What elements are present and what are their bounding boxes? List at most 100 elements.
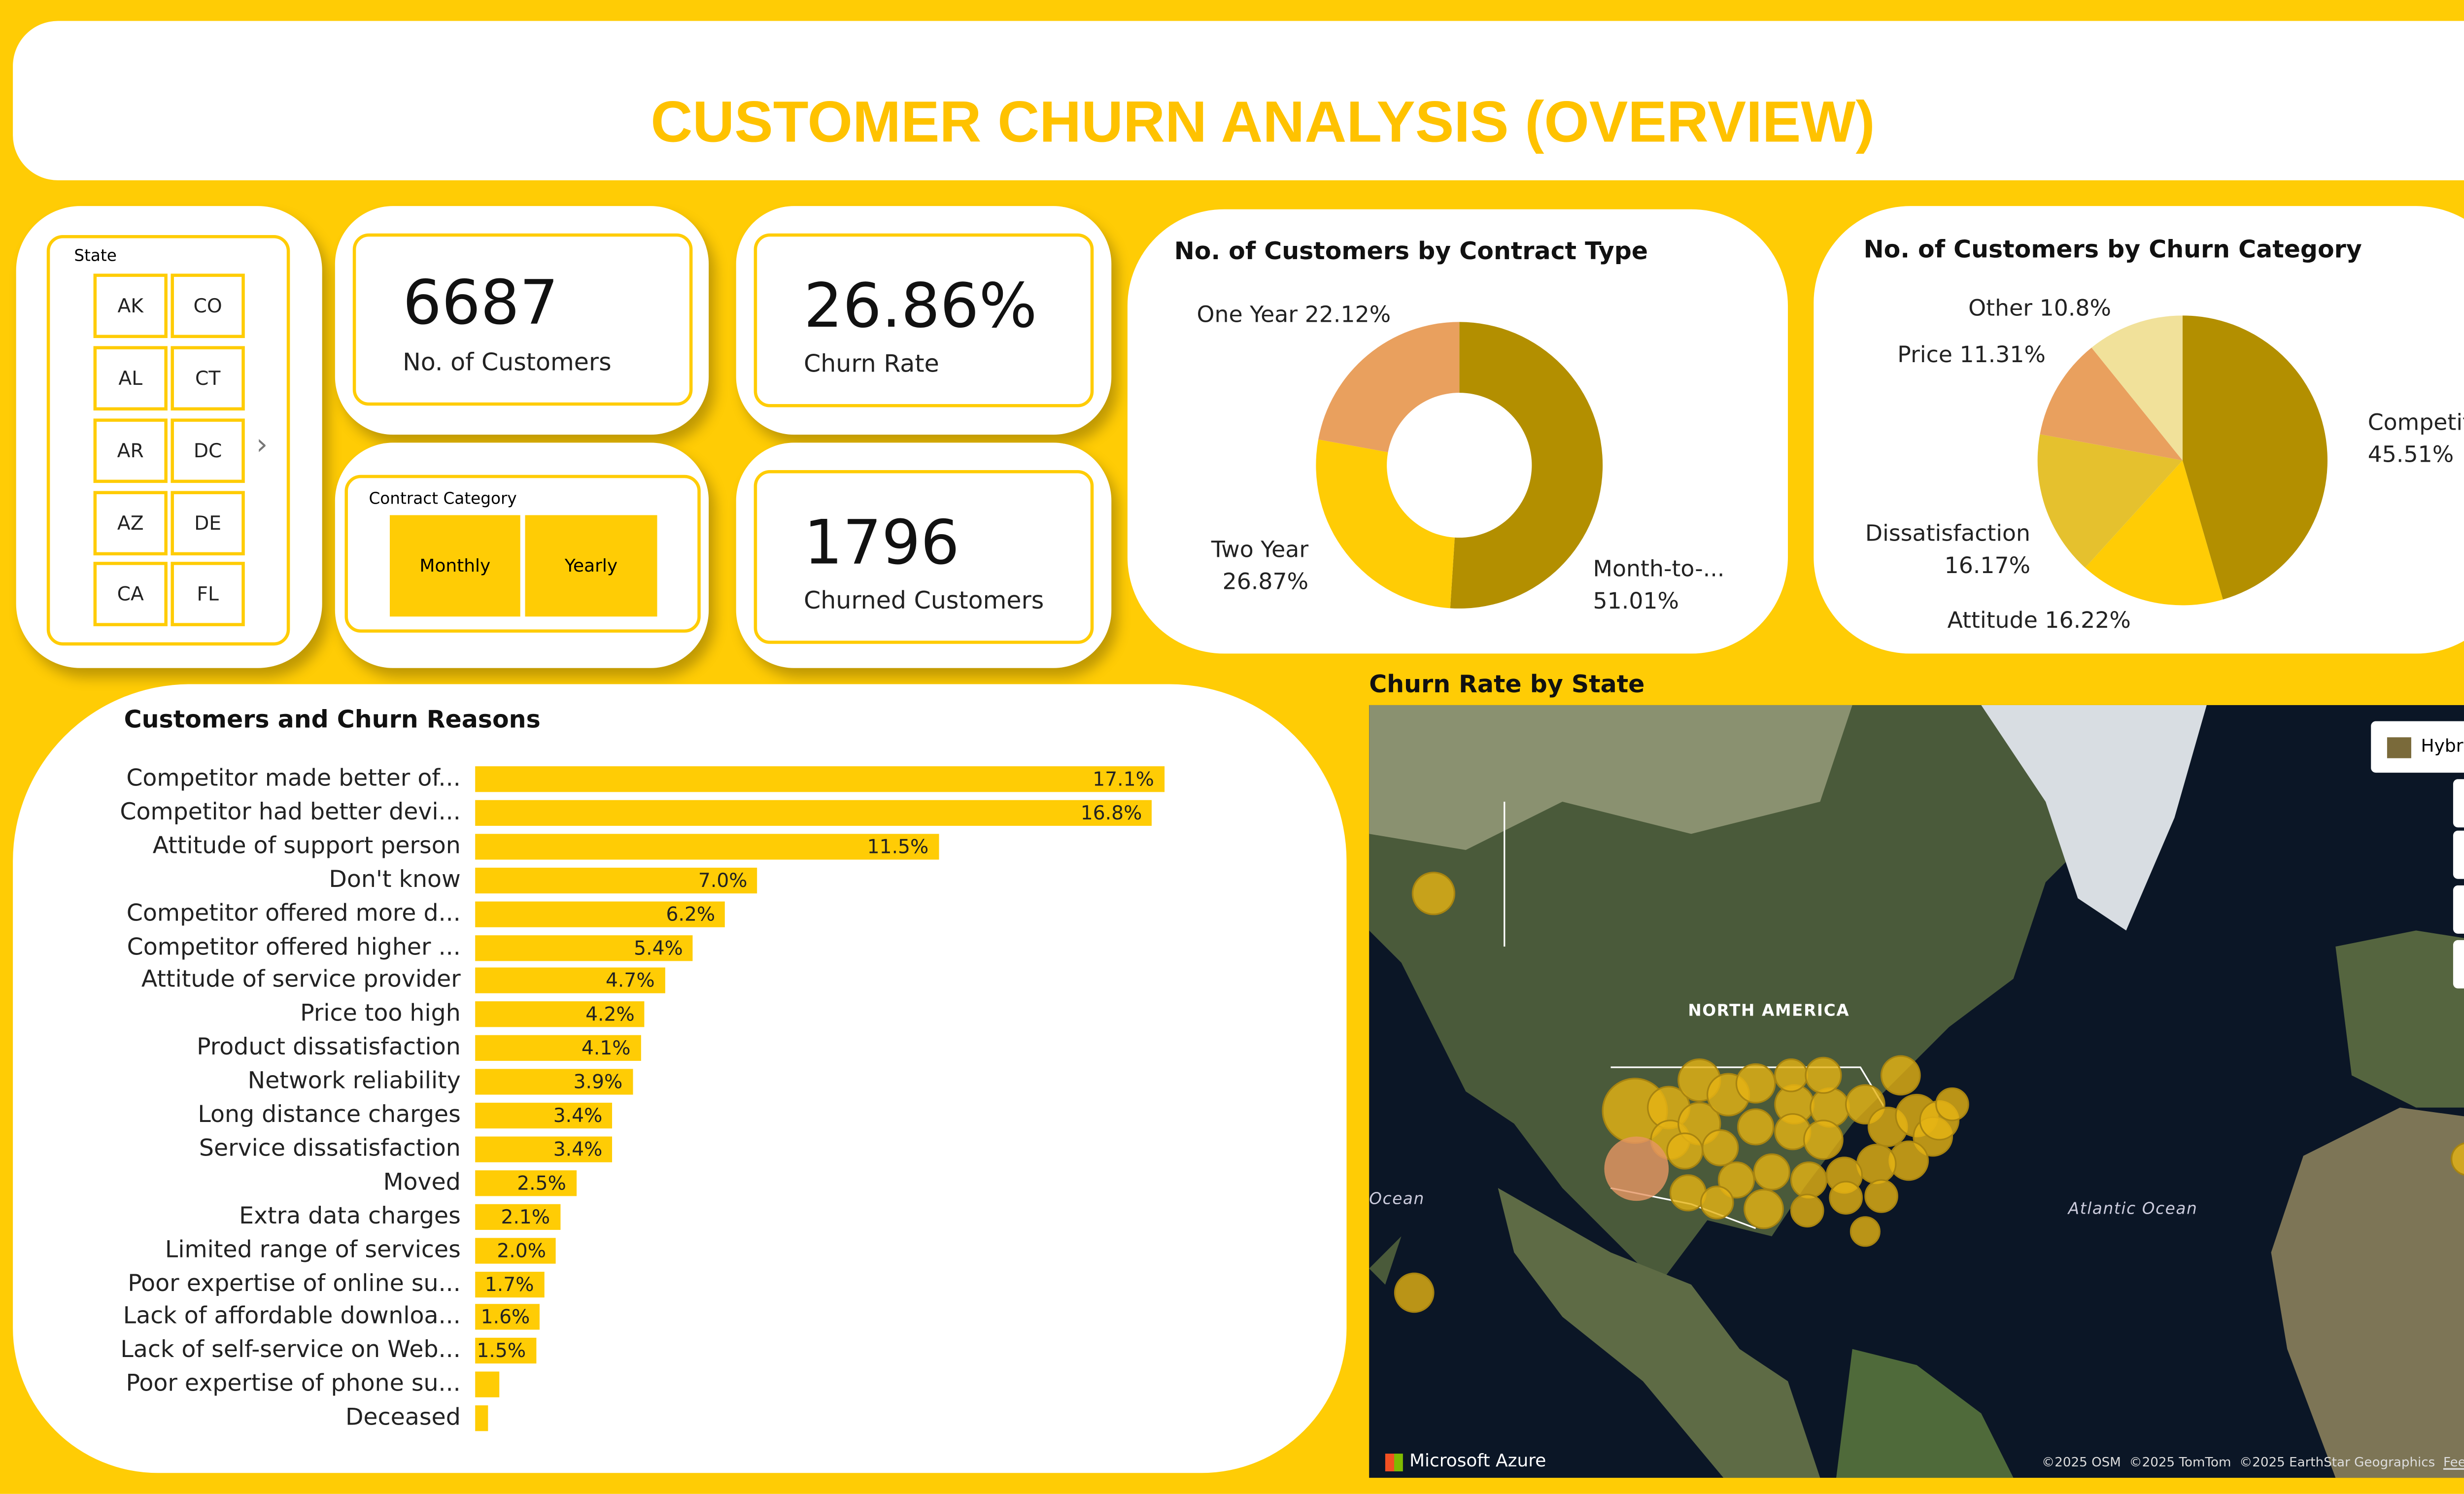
bar[interactable]	[475, 968, 665, 994]
bar-category-label: Product dissatisfaction	[197, 1035, 461, 1061]
bar[interactable]	[475, 1035, 641, 1061]
state-option-co[interactable]: CO	[171, 273, 245, 339]
slice-label-attitude: Attitude 16.22%	[1947, 608, 2131, 635]
kpi-customers-value: 6687	[403, 267, 559, 339]
state-bubble[interactable]	[2451, 1142, 2464, 1176]
state-bubble[interactable]	[1935, 1087, 1969, 1121]
state-bubble[interactable]	[1805, 1056, 1842, 1094]
contract-type-chart: No. of Customers by Contract Type One Ye…	[1127, 209, 1788, 654]
bar-value-label: 1.5%	[477, 1340, 526, 1362]
state-bubble[interactable]	[1604, 1136, 1669, 1201]
microsoft-logo-icon	[1385, 1453, 1403, 1471]
state-option-al[interactable]: AL	[93, 346, 168, 411]
bar[interactable]	[475, 1002, 645, 1028]
state-option-ak[interactable]: AK	[93, 273, 168, 339]
bar[interactable]	[475, 1405, 487, 1431]
bar-value-label: 4.2%	[585, 1003, 635, 1026]
bar-value-label: 7.0%	[698, 869, 748, 891]
bar[interactable]	[475, 1136, 613, 1162]
map-attribution: ©2025 OSM ©2025 TomTom ©2025 EarthStar G…	[2042, 1455, 2464, 1469]
state-option-az[interactable]: AZ	[93, 491, 168, 556]
state-option-dc[interactable]: DC	[171, 418, 245, 483]
slice-one-year[interactable]	[1318, 322, 1460, 452]
bar-category-label: Competitor offered higher ...	[127, 934, 461, 960]
state-bubble[interactable]	[1774, 1058, 1808, 1092]
state-bubble[interactable]	[1735, 1063, 1776, 1104]
state-bubble[interactable]	[1849, 1216, 1881, 1247]
map-style-button[interactable]: Hybrid	[2371, 721, 2464, 773]
bar-category-label: Long distance charges	[198, 1102, 461, 1129]
zoom-in-button[interactable]: +	[2453, 779, 2464, 828]
bar[interactable]	[475, 1203, 560, 1229]
state-bubble[interactable]	[1856, 1144, 1897, 1184]
bar[interactable]	[475, 867, 757, 893]
kpi-customers-card: 6687 No. of Customers	[335, 206, 709, 435]
state-bubble[interactable]	[1753, 1153, 1790, 1190]
state-bubble[interactable]	[1744, 1188, 1784, 1229]
slice-attitude[interactable]	[2085, 460, 2223, 606]
chevron-right-icon[interactable]: ›	[256, 428, 268, 462]
state-option-de[interactable]: DE	[171, 491, 245, 556]
bar-category-label: Extra data charges	[239, 1203, 461, 1229]
bar-category-label: Limited range of services	[165, 1237, 461, 1263]
state-bubble[interactable]	[1394, 1272, 1435, 1313]
bar[interactable]	[475, 1069, 632, 1095]
state-option-ca[interactable]: CA	[93, 562, 168, 626]
state-bubble[interactable]	[1829, 1181, 1863, 1215]
slice-price[interactable]	[2040, 347, 2183, 461]
feedback-link[interactable]: Feedback	[2443, 1455, 2464, 1470]
bar[interactable]	[475, 1271, 544, 1297]
kpi-churned-value: 1796	[803, 507, 960, 578]
state-bubble[interactable]	[1803, 1120, 1844, 1160]
state-bubble[interactable]	[1666, 1132, 1704, 1170]
bar[interactable]	[475, 1102, 613, 1129]
slice-dissatisfaction[interactable]	[2037, 434, 2183, 568]
bar[interactable]	[475, 901, 725, 927]
slice-month-to-[interactable]	[1450, 322, 1603, 609]
state-bubble[interactable]	[1790, 1193, 1824, 1228]
slice-label-dissatisfaction: Dissatisfaction 16.17%	[1865, 521, 2031, 580]
zoom-out-button[interactable]: −	[2453, 830, 2464, 879]
state-option-fl[interactable]: FL	[171, 562, 245, 626]
state-bubble[interactable]	[1880, 1055, 1921, 1096]
slice-label-competitor: Competitor45.51%	[2367, 410, 2464, 469]
page-title: CUSTOMER CHURN ANALYSIS (OVERVIEW)	[13, 21, 2464, 180]
map-label-north-america: NORTH AMERICA	[1688, 1003, 1850, 1021]
state-option-ar[interactable]: AR	[93, 418, 168, 483]
bar[interactable]	[475, 766, 1164, 792]
bar[interactable]	[475, 1372, 500, 1398]
state-bubble[interactable]	[1717, 1161, 1755, 1199]
bar[interactable]	[475, 833, 938, 859]
bar-value-label: 3.4%	[553, 1138, 603, 1161]
state-slicer-label: State	[74, 248, 117, 266]
bar[interactable]	[475, 1304, 540, 1330]
bar[interactable]	[475, 934, 693, 960]
compass-icon[interactable]: ◊	[2453, 940, 2464, 988]
state-bubble[interactable]	[1411, 872, 1456, 916]
state-bubble[interactable]	[1790, 1161, 1828, 1199]
bar-category-label: Poor expertise of phone su...	[126, 1372, 461, 1398]
state-bubble[interactable]	[1864, 1179, 1898, 1213]
state-option-ct[interactable]: CT	[171, 346, 245, 411]
slice-competitor[interactable]	[2182, 315, 2327, 600]
state-bubble[interactable]	[1700, 1186, 1734, 1220]
bar-category-label: Competitor had better devi...	[120, 800, 461, 826]
chart-title: No. of Customers by Churn Category	[1863, 235, 2362, 264]
contract-option-yearly[interactable]: Yearly	[525, 515, 657, 617]
bar-category-label: Service dissatisfaction	[199, 1136, 461, 1162]
slice-other[interactable]	[2091, 315, 2183, 461]
bar[interactable]	[475, 800, 1152, 826]
contract-option-monthly[interactable]: Monthly	[389, 515, 520, 617]
bar[interactable]	[475, 1338, 536, 1364]
map[interactable]: NORTH AMERICA Atlantic Ocean Ocean EU Hy…	[1369, 705, 2464, 1478]
state-bubble[interactable]	[1702, 1129, 1739, 1166]
bar-value-label: 11.5%	[867, 835, 929, 858]
pitch-icon[interactable]: ▲	[2453, 885, 2464, 934]
map-label-atlantic: Atlantic Ocean	[2068, 1201, 2198, 1219]
bar[interactable]	[475, 1237, 556, 1263]
bar[interactable]	[475, 1170, 576, 1196]
state-bubble[interactable]	[1737, 1108, 1775, 1146]
slice-label-price: Price 11.31%	[1897, 342, 2046, 369]
slice-two-year[interactable]	[1316, 439, 1455, 609]
map-style-label: Hybrid	[2421, 736, 2464, 757]
